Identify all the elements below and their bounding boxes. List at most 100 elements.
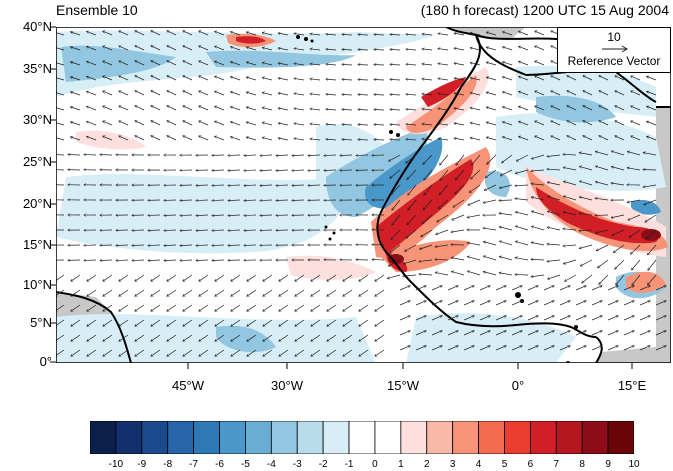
wind-vector <box>262 78 273 81</box>
wind-vector <box>515 212 529 216</box>
wind-vector <box>183 319 193 326</box>
wind-vector <box>467 243 481 246</box>
wind-vector <box>511 346 522 351</box>
wind-vector <box>119 31 129 36</box>
wind-vector <box>244 155 257 156</box>
wind-vector <box>503 137 513 141</box>
wind-vector <box>246 77 257 81</box>
wind-vector <box>199 289 209 296</box>
wind-vector <box>263 289 273 296</box>
wind-vector <box>447 316 458 321</box>
wind-vector <box>151 106 161 111</box>
wind-vector <box>103 304 113 311</box>
wind-vector <box>183 121 193 126</box>
wind-vector <box>292 170 305 171</box>
colorbar-label: -6 <box>215 459 224 470</box>
wind-vector <box>215 46 225 51</box>
wind-vector <box>447 286 458 291</box>
wind-vector <box>454 138 465 141</box>
y-tick-label: 15°N <box>22 237 52 252</box>
colorbar-swatch <box>452 421 479 454</box>
wind-vector <box>503 47 513 51</box>
wind-vector <box>262 63 273 66</box>
wind-vector <box>231 32 241 36</box>
wind-vector <box>503 92 513 96</box>
wind-vector <box>103 334 113 341</box>
colorbar-swatch <box>607 421 634 454</box>
wind-vector <box>135 319 145 326</box>
wind-vector <box>615 106 625 111</box>
wind-vector <box>215 91 225 96</box>
wind-vector <box>326 64 337 65</box>
wind-vector <box>499 257 513 261</box>
wind-vector <box>567 76 577 81</box>
wind-vector <box>246 122 257 126</box>
wind-vector <box>655 301 666 306</box>
wind-vector <box>359 304 369 311</box>
wind-vector <box>643 184 657 187</box>
wind-vector <box>655 316 666 321</box>
y-tick-label: 25°N <box>22 154 52 169</box>
wind-vector <box>431 331 442 336</box>
wind-vector <box>437 214 449 222</box>
wind-vector <box>278 78 289 81</box>
wind-vector <box>495 301 506 306</box>
wind-vector <box>135 31 145 36</box>
wind-vector <box>278 138 289 141</box>
wind-vector <box>470 108 481 111</box>
wind-vector <box>406 139 417 140</box>
wind-vector <box>374 64 385 65</box>
wind-vector <box>311 304 321 311</box>
wind-vector <box>579 166 593 171</box>
wind-vector <box>551 136 561 141</box>
wind-vector <box>535 31 545 36</box>
wind-vector <box>119 61 129 66</box>
wind-vector <box>71 62 81 66</box>
wind-vector <box>543 331 554 336</box>
wind-vector <box>308 170 321 171</box>
wind-vector <box>231 319 241 326</box>
wind-vector <box>87 274 97 281</box>
wind-vector <box>454 184 465 194</box>
wind-vector <box>548 211 561 216</box>
wind-vector <box>583 106 593 111</box>
colorbar-swatch <box>167 421 195 454</box>
wind-vector <box>151 61 161 66</box>
wind-vector <box>183 136 193 141</box>
reference-vector-value: 10 <box>607 30 621 44</box>
wind-vector <box>415 286 426 291</box>
wind-vector <box>358 94 369 95</box>
wind-vector <box>135 106 145 111</box>
wind-vector <box>215 106 225 111</box>
wind-vector <box>87 46 97 51</box>
wind-vector <box>135 76 145 81</box>
wind-vector <box>263 319 273 326</box>
wind-vector <box>343 304 353 311</box>
wind-vector <box>343 334 353 341</box>
wind-vector <box>485 169 497 178</box>
wind-vector <box>615 259 625 269</box>
wind-vector <box>391 229 401 239</box>
wind-vector <box>447 331 458 336</box>
wind-vector <box>390 124 401 125</box>
wind-vector <box>486 77 497 81</box>
wind-vector <box>583 91 593 96</box>
wind-vector <box>463 316 474 321</box>
wind-vector <box>483 199 497 203</box>
colorbar-label: 6 <box>527 459 534 470</box>
wind-vector <box>646 229 657 239</box>
wind-vector <box>151 349 161 356</box>
wind-vector <box>295 349 305 356</box>
wind-vector <box>390 244 401 253</box>
wind-vector <box>405 244 417 251</box>
wind-vector <box>244 185 257 186</box>
wind-vector <box>231 334 241 341</box>
wind-vector <box>278 93 289 96</box>
wind-vector <box>543 301 554 306</box>
wind-vector <box>327 304 337 311</box>
y-tick-label: 20°N <box>22 196 52 211</box>
wind-vector <box>598 259 609 268</box>
wind-vector <box>132 260 145 261</box>
wind-vector <box>406 154 417 163</box>
wind-vector <box>519 121 529 126</box>
